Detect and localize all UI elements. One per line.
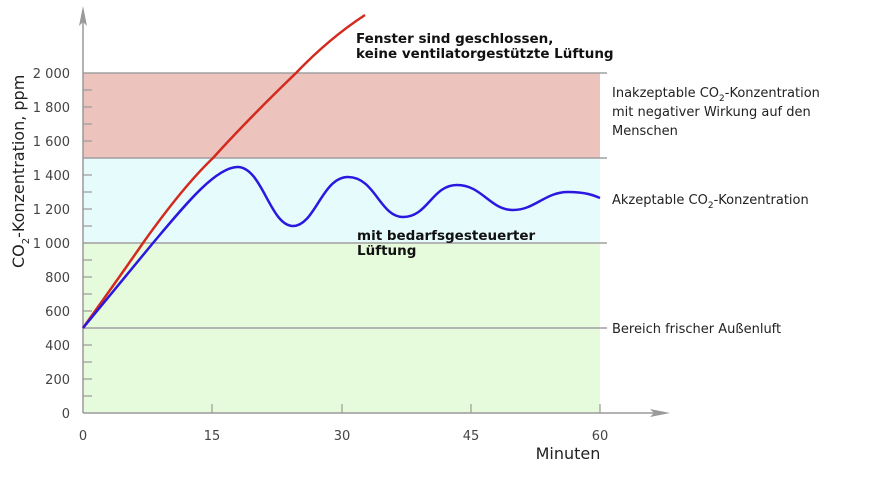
svg-text:1 600: 1 600	[33, 135, 70, 150]
x-axis-arrow-icon	[650, 409, 670, 417]
svg-text:600: 600	[45, 305, 70, 320]
label-fresh-air: Bereich frischer Außenluft	[612, 322, 781, 337]
svg-text:30: 30	[334, 429, 351, 444]
svg-text:1 800: 1 800	[33, 101, 70, 116]
svg-text:200: 200	[45, 373, 70, 388]
svg-text:15: 15	[204, 429, 221, 444]
series-closed-windows	[81, 13, 366, 329]
x-ticks	[211, 404, 601, 413]
y-tick-labels: 2 000 1 800 1 600 1 400 1 200 1 000 800 …	[33, 67, 70, 422]
annotation-demand-ventilation-line2: Lüftung	[357, 243, 416, 259]
label-inacceptable-line1: Inakzeptable CO2-Konzentration	[612, 86, 820, 104]
svg-text:0: 0	[79, 429, 87, 444]
label-acceptable: Akzeptable CO2-Konzentration	[612, 193, 809, 211]
y-axis-label: CO2-Konzentration, ppm	[9, 75, 32, 268]
band-acceptable	[83, 158, 600, 243]
svg-text:0: 0	[62, 407, 70, 422]
x-axis-label: Minuten	[536, 444, 601, 463]
svg-text:2 000: 2 000	[33, 67, 70, 82]
annotation-demand-ventilation-line1: mit bedarfsgesteuerter	[357, 228, 536, 244]
label-inacceptable-line3: Menschen	[612, 124, 678, 139]
svg-text:1 200: 1 200	[33, 203, 70, 218]
series-demand-ventilation	[82, 165, 601, 329]
svg-text:45: 45	[463, 429, 480, 444]
annotation-closed-windows-line1: Fenster sind geschlossen,	[356, 31, 553, 47]
svg-text:60: 60	[592, 429, 609, 444]
band-borders	[83, 72, 607, 329]
svg-text:1 400: 1 400	[33, 169, 70, 184]
y-axis-arrow-icon	[79, 6, 87, 26]
band-inacceptable	[83, 73, 600, 158]
svg-text:1 000: 1 000	[33, 237, 70, 252]
label-inacceptable-line2: mit negativer Wirkung auf den	[612, 105, 811, 120]
svg-text:800: 800	[45, 271, 70, 286]
x-tick-labels: 0 15 30 45 60	[79, 429, 608, 444]
y-ticks	[83, 89, 92, 397]
svg-text:400: 400	[45, 339, 70, 354]
annotation-closed-windows-line2: keine ventilatorgestützte Lüftung	[356, 46, 614, 62]
